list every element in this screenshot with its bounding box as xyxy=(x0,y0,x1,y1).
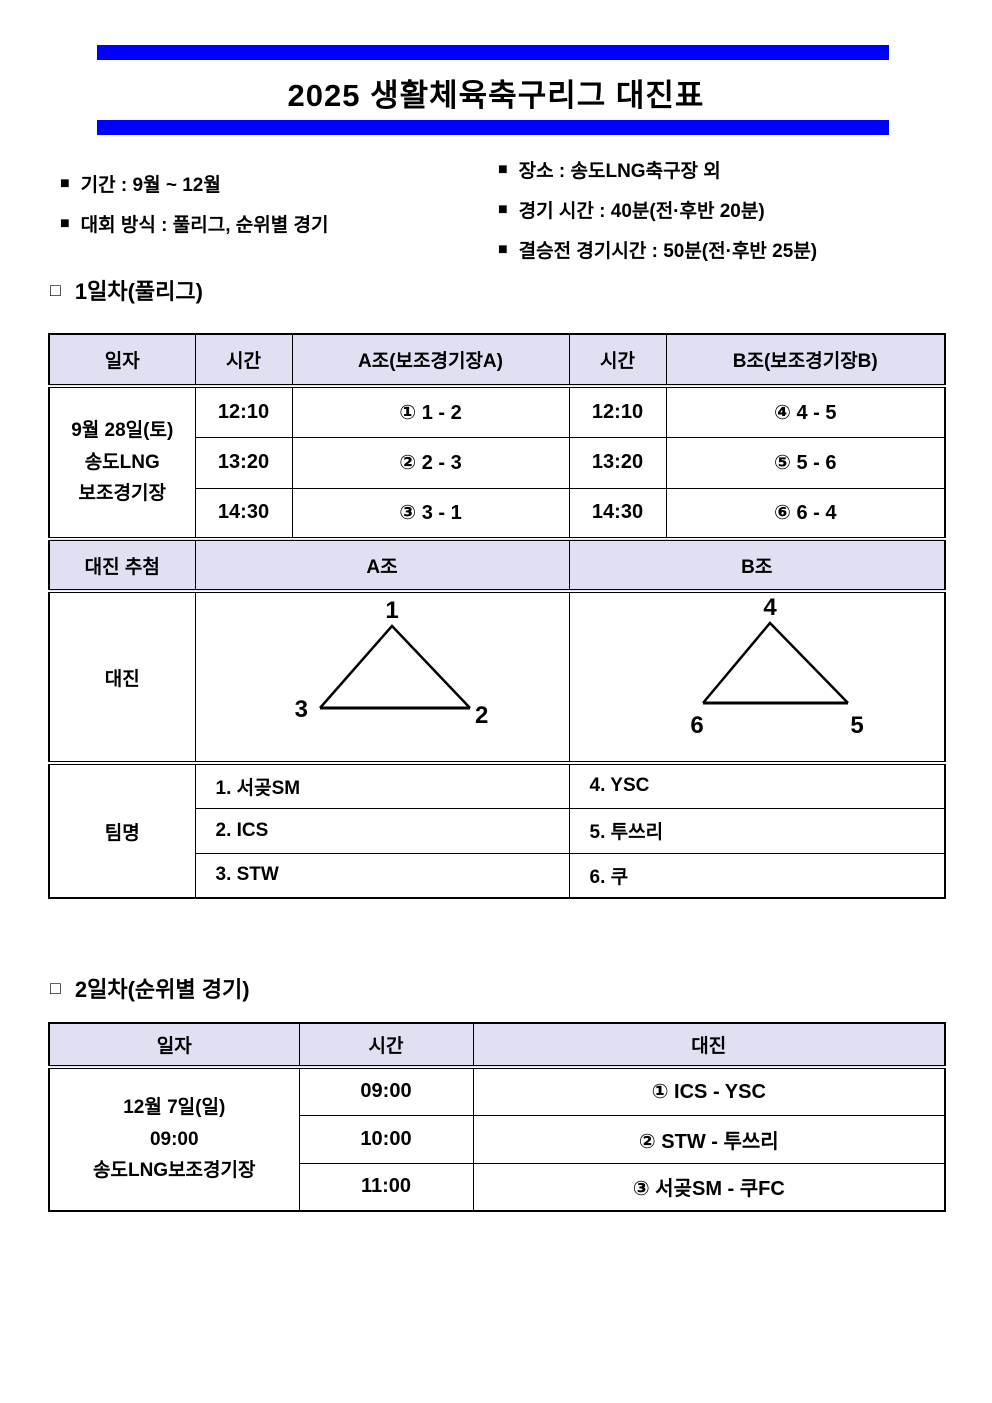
table-row: 10:00 ② STW - 투쓰리 xyxy=(49,1114,946,1164)
team-name-cell: 6. 쿠 xyxy=(568,852,946,899)
table-row: 11:00 ③ 서곶SM - 쿠FC xyxy=(49,1162,946,1212)
team-name-cell: 2. ICS xyxy=(194,807,570,854)
info-item-text: 기간 : 9월 ~ 12월 xyxy=(80,175,221,196)
team-name-cell: 3. STW xyxy=(194,852,570,899)
col-header-match: 대진 xyxy=(472,1022,946,1069)
team-row-label: 팀명 xyxy=(48,761,196,899)
draw-header-label: 대진 추첨 xyxy=(48,537,196,593)
team-name-cell: 4. YSC xyxy=(568,761,946,809)
match-cell: ① ICS - YSC xyxy=(472,1066,946,1116)
table-row: 13:20 ② 2 - 3 13:20 ⑤ 5 - 6 xyxy=(49,436,946,489)
hollow-square-icon: □ xyxy=(50,279,61,300)
col-header-time-a: 시간 xyxy=(194,333,293,388)
col-header-group-b: B조(보조경기장B) xyxy=(665,333,946,388)
match-cell: ① 1 - 2 xyxy=(291,385,570,438)
info-item-text: 장소 : 송도LNG축구장 외 xyxy=(518,161,721,182)
col-header-group-a: A조(보조경기장A) xyxy=(291,333,570,388)
match-cell: ③ 서곶SM - 쿠FC xyxy=(472,1162,946,1212)
table-row: 14:30 ③ 3 - 1 14:30 ⑥ 6 - 4 xyxy=(49,487,946,540)
info-item-text: 대회 방식 : 풀리그, 순위별 경기 xyxy=(80,215,329,236)
col-header-date: 일자 xyxy=(48,1022,300,1069)
section-heading-text: 2일차(순위별 경기) xyxy=(74,977,250,1002)
info-list-left: ■ 기간 : 9월 ~ 12월 ■ 대회 방식 : 풀리그, 순위별 경기 xyxy=(60,170,328,250)
table-header-row: 일자 시간 A조(보조경기장A) 시간 B조(보조경기장B) xyxy=(48,333,946,388)
table-row: 12월 7일(일) 09:00 송도LNG보조경기장 09:00 ① ICS -… xyxy=(48,1066,946,1212)
draw-diagram-row: 대진 1 3 2 4 6 5 xyxy=(48,590,946,764)
date-line: 송도LNG xyxy=(84,451,160,473)
time-cell: 11:00 xyxy=(298,1162,474,1212)
triangle-b-svg: 4 6 5 xyxy=(690,594,863,739)
title-bottom-bar xyxy=(97,120,889,135)
date-line: 9월 28일(토) xyxy=(71,420,174,442)
section-heading-text: 1일차(풀리그) xyxy=(74,279,203,304)
filled-square-icon: ■ xyxy=(60,174,70,192)
match-cell: ② STW - 투쓰리 xyxy=(472,1114,946,1164)
team-name-cell: 5. 투쓰리 xyxy=(568,807,946,854)
date-line: 09:00 xyxy=(149,1128,199,1150)
date-line: 보조경기장 xyxy=(78,483,166,505)
time-cell: 12:10 xyxy=(568,385,667,438)
triangle-b-left-label: 6 xyxy=(690,712,703,739)
hollow-square-icon: □ xyxy=(50,977,61,998)
info-item-period: ■ 기간 : 9월 ~ 12월 xyxy=(60,170,328,197)
triangle-a-left-label: 3 xyxy=(294,696,307,723)
info-item-format: ■ 대회 방식 : 풀리그, 순위별 경기 xyxy=(60,210,328,237)
info-item-match-time: ■ 경기 시간 : 40분(전·후반 20분) xyxy=(498,196,817,223)
filled-square-icon: ■ xyxy=(60,214,70,232)
triangle-b-diagram: 4 6 5 xyxy=(568,590,946,764)
team-name-cell: 1. 서곶SM xyxy=(194,761,570,809)
match-cell: ⑤ 5 - 6 xyxy=(665,436,946,489)
table-row: 9월 28일(토) 송도LNG 보조경기장 12:10 ① 1 - 2 12:1… xyxy=(48,385,946,540)
triangle-a-svg: 1 3 2 xyxy=(294,597,488,729)
team-row: 3. STW 6. 쿠 xyxy=(49,852,946,899)
date-line: 12월 7일(일) xyxy=(123,1097,226,1119)
time-cell: 13:20 xyxy=(194,436,293,489)
time-cell: 14:30 xyxy=(568,487,667,540)
date-cell: 12월 7일(일) 09:00 송도LNG보조경기장 xyxy=(48,1066,300,1212)
day1-schedule-table: 일자 시간 A조(보조경기장A) 시간 B조(보조경기장B) 9월 28일(토)… xyxy=(48,333,946,899)
time-cell: 14:30 xyxy=(194,487,293,540)
time-cell: 10:00 xyxy=(298,1114,474,1164)
section-heading-day2: □ 2일차(순위별 경기) xyxy=(50,972,250,1004)
col-header-date: 일자 xyxy=(48,333,196,388)
info-list-right: ■ 장소 : 송도LNG축구장 외 ■ 경기 시간 : 40분(전·후반 20분… xyxy=(498,156,817,276)
match-cell: ④ 4 - 5 xyxy=(665,385,946,438)
triangle-a-right-label: 2 xyxy=(475,702,488,729)
group-a-header: A조 xyxy=(194,537,570,593)
day2-schedule-table: 일자 시간 대진 12월 7일(일) 09:00 송도LNG보조경기장 09:0… xyxy=(48,1022,946,1212)
group-b-header: B조 xyxy=(568,537,946,593)
time-cell: 13:20 xyxy=(568,436,667,489)
match-cell: ③ 3 - 1 xyxy=(291,487,570,540)
triangle-a-diagram: 1 3 2 xyxy=(194,590,570,764)
info-item-text: 경기 시간 : 40분(전·후반 20분) xyxy=(518,201,765,222)
info-item-text: 결승전 경기시간 : 50분(전·후반 25분) xyxy=(518,241,818,262)
time-cell: 12:10 xyxy=(194,385,293,438)
section-heading-day1: □ 1일차(풀리그) xyxy=(50,274,203,306)
time-cell: 09:00 xyxy=(298,1066,474,1116)
team-row: 팀명 1. 서곶SM 4. YSC xyxy=(48,761,946,899)
match-cell: ⑥ 6 - 4 xyxy=(665,487,946,540)
date-cell: 9월 28일(토) 송도LNG 보조경기장 xyxy=(48,385,196,540)
date-line: 송도LNG보조경기장 xyxy=(93,1160,256,1182)
info-item-final-time: ■ 결승전 경기시간 : 50분(전·후반 25분) xyxy=(498,236,817,263)
info-item-venue: ■ 장소 : 송도LNG축구장 외 xyxy=(498,156,817,183)
page-title: 2025 생활체육축구리그 대진표 xyxy=(287,78,705,113)
draw-header-row: 대진 추첨 A조 B조 xyxy=(48,537,946,593)
filled-square-icon: ■ xyxy=(498,200,508,218)
filled-square-icon: ■ xyxy=(498,160,508,178)
team-row: 2. ICS 5. 투쓰리 xyxy=(49,807,946,854)
triangle-b-top-label: 4 xyxy=(763,594,777,621)
table-header-row: 일자 시간 대진 xyxy=(48,1022,946,1069)
triangle-b-right-label: 5 xyxy=(850,712,863,739)
draw-row-label: 대진 xyxy=(48,590,196,764)
filled-square-icon: ■ xyxy=(498,240,508,258)
col-header-time: 시간 xyxy=(298,1022,474,1069)
title-top-bar xyxy=(97,45,889,60)
triangle-a-top-label: 1 xyxy=(385,597,398,624)
match-cell: ② 2 - 3 xyxy=(291,436,570,489)
col-header-time-b: 시간 xyxy=(568,333,667,388)
